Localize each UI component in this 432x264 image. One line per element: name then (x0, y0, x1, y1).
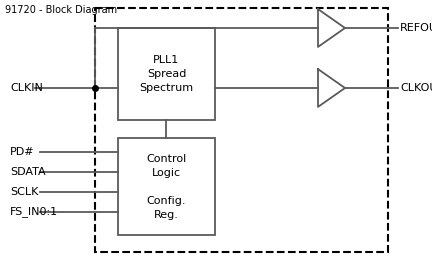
Bar (118, 28, 215, 120)
Text: CLKIN: CLKIN (10, 83, 43, 93)
Text: SDATA: SDATA (10, 167, 46, 177)
Text: Control
Logic

Config.
Reg.: Control Logic Config. Reg. (146, 153, 187, 219)
Text: REFOUT: REFOUT (400, 23, 432, 33)
Text: FS_IN0:1: FS_IN0:1 (10, 206, 58, 218)
Text: 91720 - Block Diagram: 91720 - Block Diagram (5, 5, 117, 15)
Text: CLKOUT: CLKOUT (400, 83, 432, 93)
Bar (118, 138, 215, 235)
Text: SCLK: SCLK (10, 187, 38, 197)
Bar (95, 8, 388, 252)
Text: PD#: PD# (10, 147, 35, 157)
Text: PLL1
Spread
Spectrum: PLL1 Spread Spectrum (140, 55, 194, 93)
